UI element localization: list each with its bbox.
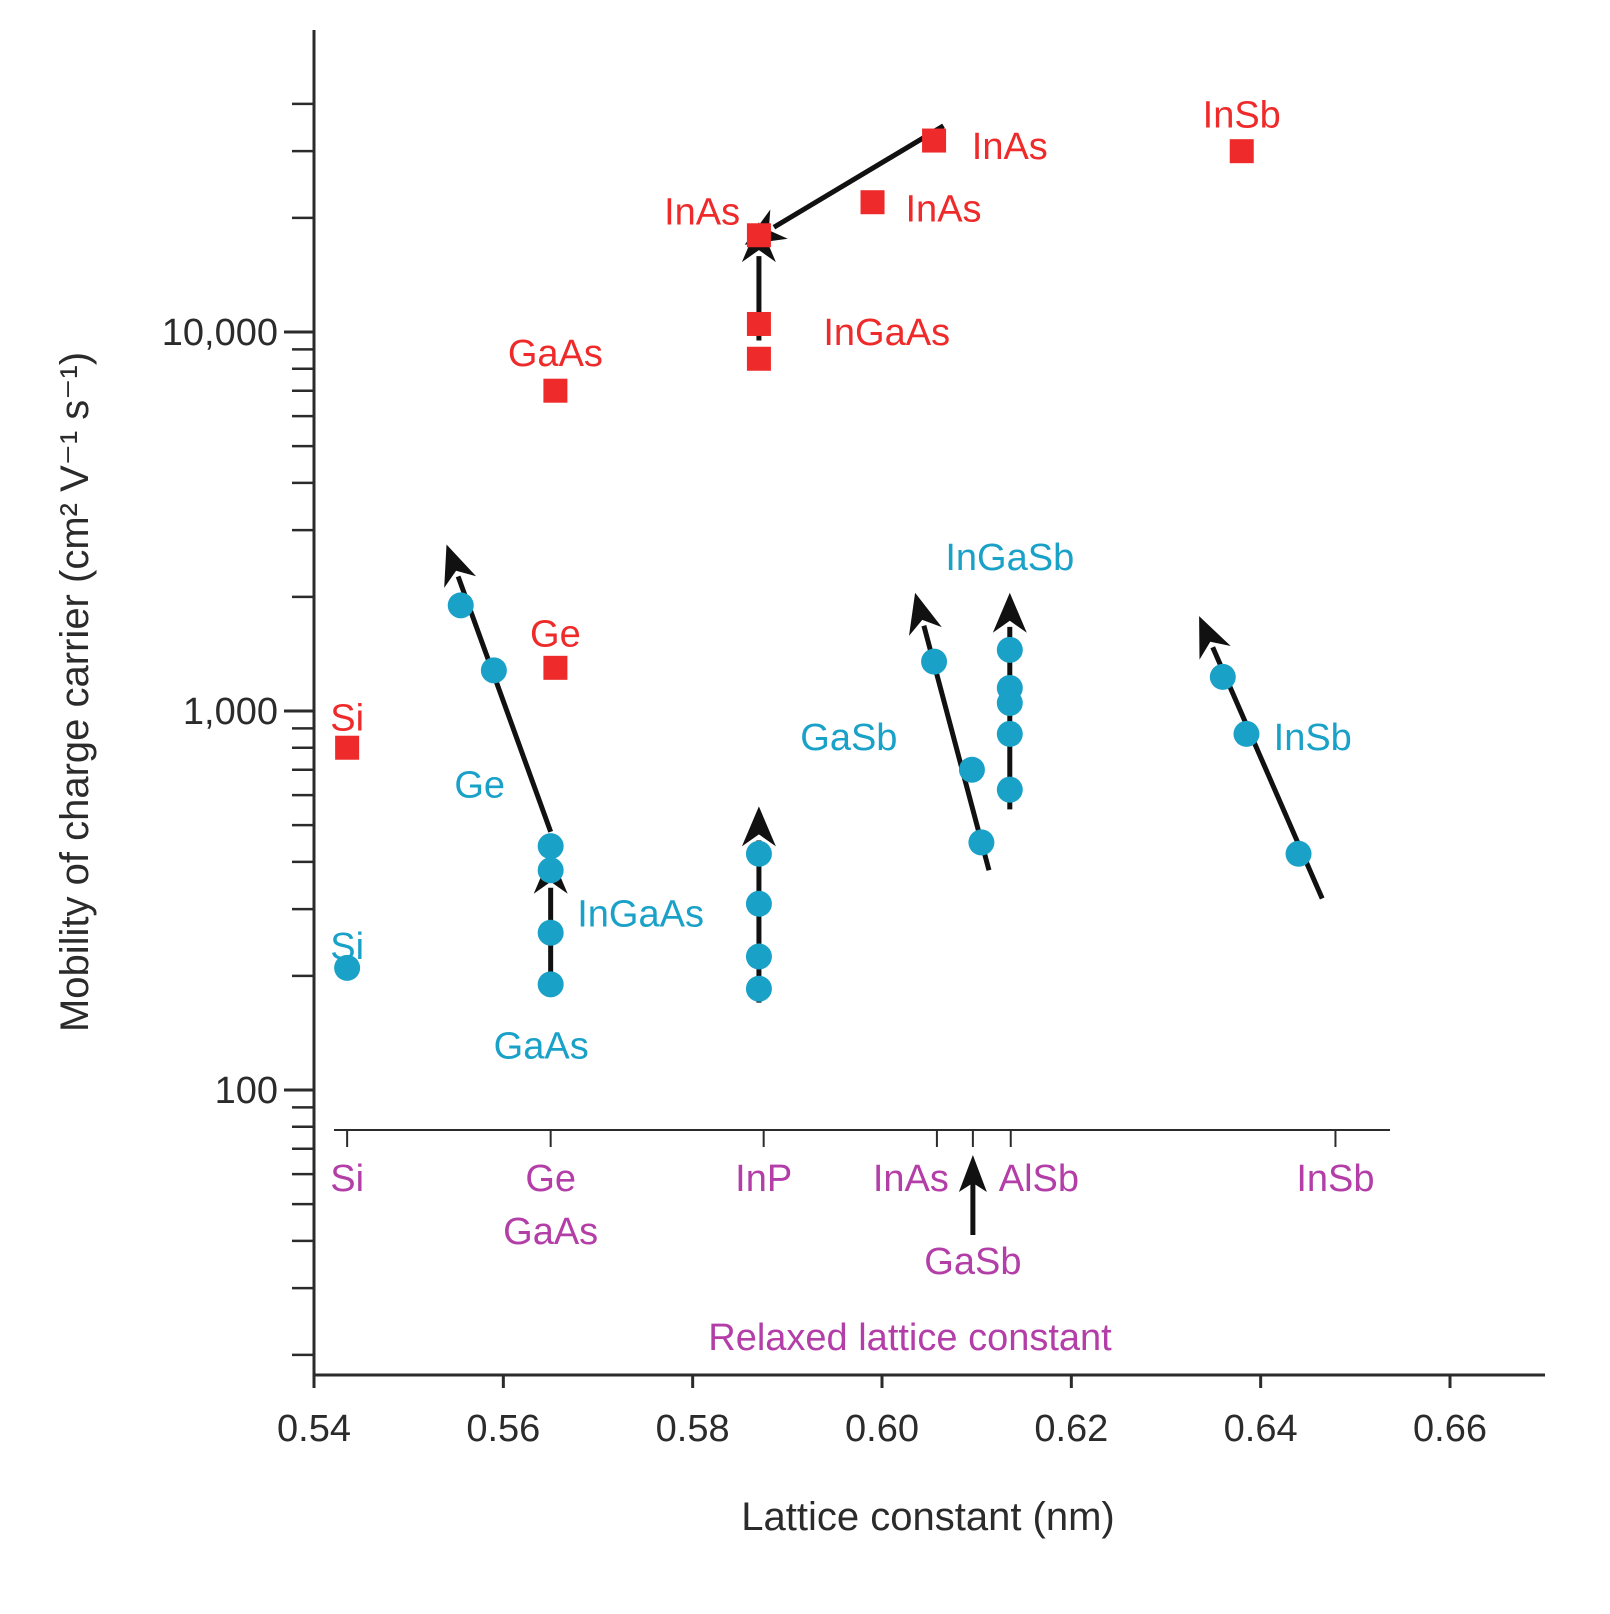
point-label: InAs — [906, 188, 982, 230]
trend-arrows — [444, 123, 1325, 1003]
x-axis-title: Lattice constant (nm) — [741, 1495, 1115, 1539]
relaxed-lattice-scale: Si Ge GaAs InP InAs AlSb InSb GaSb — [330, 1129, 1390, 1283]
hole-mobility-circle — [1285, 840, 1312, 867]
x-tick-label: 0.60 — [845, 1408, 919, 1450]
gasb-relaxed-arrowhead — [958, 1155, 987, 1192]
x-tick-label: 0.64 — [1224, 1408, 1298, 1450]
x-tick-label: 0.62 — [1034, 1408, 1108, 1450]
hole-mobility-circle — [996, 636, 1023, 663]
hole-mobility-circle — [996, 720, 1023, 747]
point-label: InGaAs — [823, 312, 950, 354]
electron-mobility-square — [922, 128, 947, 153]
y-ticks: 100 1,000 10,000 — [162, 102, 314, 1357]
relaxed-tick-label: InSb — [1296, 1158, 1374, 1200]
y-tick-label: 1,000 — [183, 691, 278, 733]
relaxed-tick-label: AlSb — [999, 1158, 1079, 1200]
hole-mobility-circle — [996, 689, 1023, 716]
trend-arrow-shaft — [455, 575, 554, 833]
relaxed-tick-label: Si — [330, 1158, 364, 1200]
y-axis-title: Mobility of charge carrier (cm² V⁻¹ s⁻¹) — [53, 352, 97, 1032]
hole-mobility-circle — [480, 657, 507, 684]
point-label: InGaAs — [577, 894, 704, 936]
hole-mobility-circle — [537, 833, 564, 860]
point-label: InSb — [1203, 94, 1281, 136]
trend-arrowhead — [909, 592, 942, 636]
data-points — [334, 128, 1312, 1002]
x-tick-label: 0.58 — [656, 1408, 730, 1450]
trend-arrowhead — [444, 544, 477, 588]
hole-mobility-circle — [745, 890, 772, 917]
hole-mobility-circle — [745, 840, 772, 867]
hole-mobility-circle — [1233, 720, 1260, 747]
hole-mobility-circle — [537, 857, 564, 884]
electron-mobility-square — [335, 735, 360, 760]
trend-arrowhead — [1199, 616, 1231, 660]
hole-mobility-circle — [968, 829, 995, 856]
hole-mobility-circle — [921, 648, 948, 675]
hole-mobility-circle — [537, 919, 564, 946]
point-labels: Si Ge GaAs InAs InGaAs InAs InAs InSb Si Ge InGaAs… — [330, 94, 1352, 1067]
x-tick-label: 0.54 — [277, 1408, 351, 1450]
point-label: Si — [330, 926, 364, 968]
relaxed-tick-label: GaAs — [503, 1211, 598, 1253]
trend-arrow-shaft — [772, 123, 945, 230]
point-label: InAs — [972, 126, 1048, 168]
point-label: GaAs — [494, 1026, 589, 1068]
point-label: Ge — [454, 764, 505, 806]
hole-mobility-circle — [745, 943, 772, 970]
hole-mobility-circle — [996, 776, 1023, 803]
hole-mobility-circle — [334, 954, 361, 981]
point-label: Si — [330, 698, 364, 740]
y-tick-label: 100 — [215, 1070, 278, 1112]
hole-mobility-circle — [447, 592, 474, 619]
electron-mobility-square — [746, 311, 771, 336]
hole-mobility-circle — [1209, 663, 1236, 690]
electron-mobility-square — [543, 655, 568, 680]
electron-mobility-square — [543, 378, 568, 403]
axes — [312, 30, 1545, 1377]
hole-mobility-circle — [537, 971, 564, 998]
relaxed-lattice-title: Relaxed lattice constant — [708, 1317, 1112, 1359]
x-tick-label: 0.56 — [466, 1408, 540, 1450]
electron-mobility-square — [1229, 139, 1254, 164]
trend-arrowhead — [741, 806, 776, 847]
point-label: InGaSb — [945, 537, 1074, 579]
point-label: GaSb — [800, 717, 897, 759]
gasb-relaxed-label: GaSb — [924, 1241, 1021, 1283]
electron-mobility-square — [746, 346, 771, 371]
relaxed-tick-label: InAs — [873, 1158, 949, 1200]
point-label: GaAs — [508, 333, 603, 375]
point-label: InAs — [664, 191, 740, 233]
x-ticks: 0.54 0.56 0.58 0.60 0.62 0.64 0.66 — [277, 1375, 1487, 1450]
hole-mobility-circle — [958, 756, 985, 783]
y-tick-label: 10,000 — [162, 312, 278, 354]
relaxed-tick-label: InP — [735, 1158, 792, 1200]
point-label: InSb — [1274, 717, 1352, 759]
relaxed-tick-label: Ge — [525, 1158, 576, 1200]
point-label: Ge — [530, 614, 581, 656]
electron-mobility-square — [746, 223, 771, 248]
hole-mobility-circle — [745, 975, 772, 1002]
electron-mobility-square — [860, 190, 885, 215]
x-tick-label: 0.66 — [1413, 1408, 1487, 1450]
trend-arrowhead — [992, 592, 1027, 633]
